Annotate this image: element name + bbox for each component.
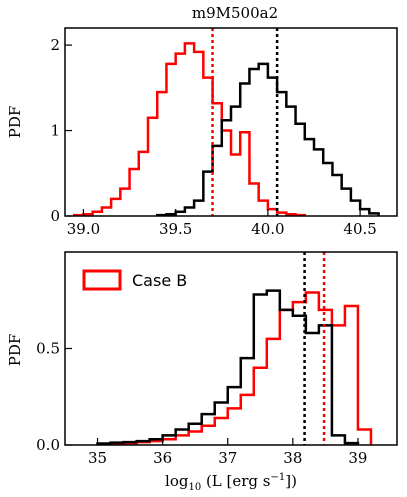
bottom-xtick-label-37: 37 bbox=[218, 449, 237, 467]
top-series-0-step-line bbox=[72, 42, 307, 217]
bottom-xtick-label-36: 36 bbox=[153, 449, 172, 467]
bottom-series-layer bbox=[96, 289, 373, 446]
bottom-xtick-label-35: 35 bbox=[88, 449, 107, 467]
bottom-xlabel: log10 (L [erg s−1]) bbox=[165, 472, 297, 493]
bottom-series-0-step-line bbox=[96, 291, 373, 446]
top-xtick-label-39-5: 39.5 bbox=[159, 220, 192, 238]
top-ylabel: PDF bbox=[6, 106, 24, 139]
bottom-ylabel: PDF bbox=[6, 334, 24, 367]
top-xtick-label-39-0: 39.0 bbox=[67, 220, 100, 238]
figure-title: m9M500a2 bbox=[192, 4, 278, 22]
top-ytick-label-2: 2 bbox=[50, 36, 60, 54]
bottom-series-1-step-line bbox=[96, 289, 360, 445]
legend-label-case-b: Case B bbox=[132, 271, 187, 290]
top-plot-frame bbox=[64, 27, 398, 217]
bottom-xtick-label-38: 38 bbox=[283, 449, 302, 467]
top-series-layer bbox=[72, 42, 380, 217]
top-vline-layer bbox=[211, 28, 279, 216]
top-ytick-label-0: 0 bbox=[50, 207, 60, 225]
top-panel: 39.0 39.5 40.0 40.5 0 1 2 PDF bbox=[6, 27, 398, 238]
bottom-ticks-layer: 35 36 37 38 39 0.0 0.5 bbox=[36, 340, 367, 468]
top-ytick-label-1: 1 bbox=[50, 122, 60, 140]
bottom-panel: 35 36 37 38 39 0.0 0.5 PDF Case B log10 (L [er… bbox=[6, 251, 398, 493]
top-xtick-label-40-0: 40.0 bbox=[251, 220, 284, 238]
legend: Case B bbox=[82, 269, 187, 291]
top-xtick-label-40-5: 40.5 bbox=[343, 220, 376, 238]
bottom-ytick-label-0-0: 0.0 bbox=[36, 436, 60, 454]
legend-swatch-case-b bbox=[82, 269, 122, 291]
bottom-plot-frame bbox=[64, 251, 398, 446]
bottom-vline-layer bbox=[303, 252, 326, 445]
top-series-1-step-line bbox=[155, 62, 380, 217]
bottom-ytick-label-0-5: 0.5 bbox=[36, 340, 60, 358]
top-ticks-layer: 39.0 39.5 40.0 40.5 0 1 2 bbox=[50, 36, 376, 238]
bottom-xtick-label-39: 39 bbox=[348, 449, 367, 467]
